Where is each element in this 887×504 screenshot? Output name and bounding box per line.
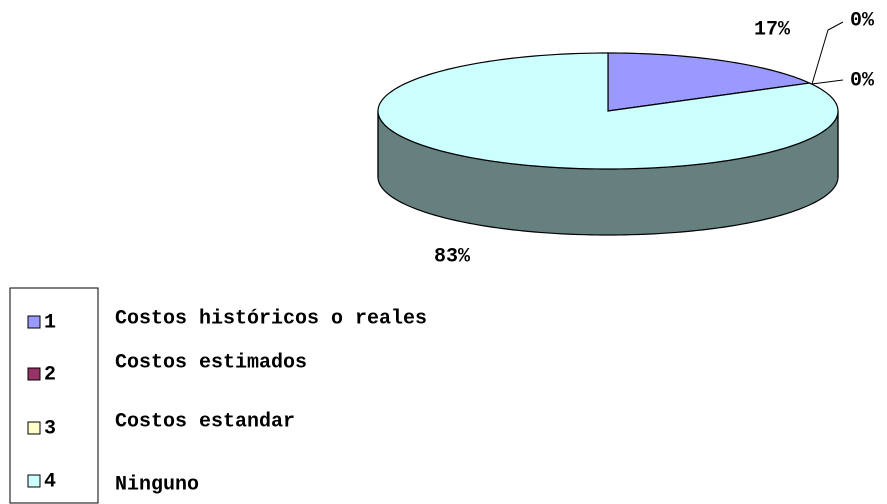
legend-description: Ninguno [115,473,199,496]
legend-box [9,287,99,504]
data-label: 83% [434,245,471,268]
pie-slice [377,52,839,170]
legend-swatch [27,474,41,488]
legend-description: Costos estimados [115,351,307,374]
data-label: 0% [850,9,875,32]
legend-label: 3 [44,417,56,440]
legend-label: 1 [44,311,56,334]
leader-line [811,21,844,85]
legend-swatch [27,421,41,435]
legend-description: Costos históricos o reales [115,307,427,330]
legend-label: 2 [44,363,56,386]
leader-line [811,79,844,85]
legend-label: 4 [44,470,56,493]
data-label: 0% [850,69,875,92]
legend-swatch [27,367,41,381]
legend-swatch [27,315,41,329]
data-label: 17% [754,18,791,41]
legend-description: Costos estandar [115,410,295,433]
pie-slice [607,52,812,112]
